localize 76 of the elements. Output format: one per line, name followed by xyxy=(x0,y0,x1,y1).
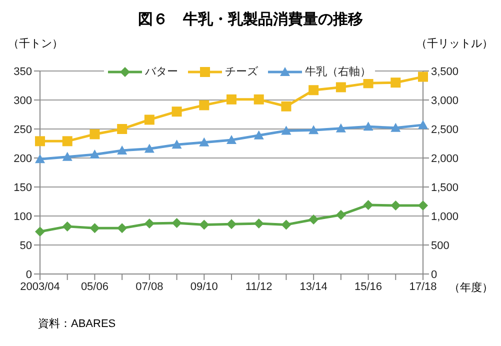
x-tick-label: 2003/04 xyxy=(20,280,60,293)
y2-tick-label: 1,500 xyxy=(431,182,459,194)
point xyxy=(418,120,428,129)
point xyxy=(308,85,319,96)
point xyxy=(35,226,45,237)
point xyxy=(226,219,236,230)
point xyxy=(90,129,100,140)
x-tick-label: 09/10 xyxy=(190,280,218,293)
y2-tick-label: 0 xyxy=(431,268,438,281)
point xyxy=(281,101,292,112)
y-tick-label: 250 xyxy=(14,124,32,136)
legend-label: 牛乳（右軸） xyxy=(304,65,371,79)
point xyxy=(62,136,72,146)
y2-tick-label: 2,000 xyxy=(431,152,459,165)
point xyxy=(390,200,401,211)
y2-tick-label: 500 xyxy=(431,240,450,252)
legend-label: バター xyxy=(144,65,178,79)
text: 資料：ABARES xyxy=(38,317,116,331)
point xyxy=(62,152,72,161)
y-axis-title: （千トン） xyxy=(8,37,63,51)
y2-tick-label: 3,500 xyxy=(431,66,459,78)
point xyxy=(254,130,264,140)
point xyxy=(172,140,182,149)
point xyxy=(144,144,154,153)
y-tick-label: 50 xyxy=(20,240,32,252)
point xyxy=(363,200,374,210)
point xyxy=(35,136,45,146)
point xyxy=(281,220,292,230)
point xyxy=(172,106,182,117)
y-tick-label: 150 xyxy=(14,182,32,194)
point xyxy=(117,223,128,234)
point xyxy=(35,154,45,164)
point xyxy=(390,122,401,132)
y-tick-label: 300 xyxy=(14,94,32,107)
y-tick-label: 100 xyxy=(14,210,32,223)
point xyxy=(199,100,210,110)
x-tick-label: 17/18 xyxy=(409,280,437,293)
point xyxy=(390,78,401,88)
point xyxy=(336,82,346,92)
point xyxy=(418,200,428,211)
point xyxy=(363,78,374,88)
point xyxy=(117,145,128,154)
x-axis-title: （年度） xyxy=(449,280,493,295)
point xyxy=(363,122,374,131)
point xyxy=(117,124,128,134)
point xyxy=(254,94,264,104)
x-tick-label: 05/06 xyxy=(80,280,108,293)
point xyxy=(90,223,100,234)
point xyxy=(308,125,319,134)
point xyxy=(62,221,72,232)
y2-tick-label: 3,000 xyxy=(431,94,459,107)
x-tick-label: 15/16 xyxy=(354,280,382,293)
legend-label: チーズ xyxy=(224,65,258,79)
point xyxy=(336,210,346,220)
point xyxy=(90,150,100,159)
point xyxy=(144,218,154,229)
x-tick-label: 11/12 xyxy=(246,280,272,293)
x-tick-label: 13/14 xyxy=(300,280,328,293)
point xyxy=(172,218,182,228)
point xyxy=(336,123,346,132)
chart-title: 図６ 牛乳・乳製品消費量の推移 xyxy=(137,10,364,29)
point xyxy=(254,218,264,229)
point xyxy=(199,137,210,146)
point xyxy=(226,135,236,144)
y-tick-label: 0 xyxy=(26,268,32,281)
x-tick-label: 07/08 xyxy=(136,280,164,293)
point xyxy=(308,214,319,224)
point xyxy=(281,126,292,135)
y-tick-label: 350 xyxy=(14,66,32,78)
y2-tick-label: 2,500 xyxy=(431,124,459,136)
point xyxy=(144,114,154,125)
point xyxy=(199,220,210,230)
point xyxy=(226,94,236,104)
y-tick-label: 200 xyxy=(14,152,32,165)
y2-axis-title: （千リットル） xyxy=(416,37,493,51)
y2-tick-label: 1,000 xyxy=(431,210,459,223)
